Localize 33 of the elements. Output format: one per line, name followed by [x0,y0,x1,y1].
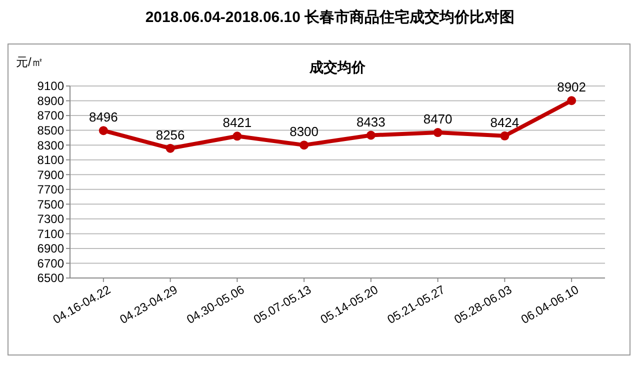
y-tick-label: 8700 [37,108,64,123]
y-tick-label: 9100 [37,79,64,94]
y-tick-label: 6500 [37,271,64,286]
y-tick-label: 6700 [37,256,64,270]
point [98,126,108,136]
y-tick-label: 8500 [37,124,64,138]
point [433,128,442,138]
y-tick-label: 7500 [37,197,64,212]
data-label: 8256 [156,127,185,142]
point [232,132,242,141]
y-tick-label: 7300 [37,212,64,226]
data-label: 8421 [222,115,252,130]
chart-subtitle: 成交均价 [308,59,366,75]
point [366,130,376,140]
y-tick-label: 7900 [37,168,64,182]
point [166,144,175,153]
data-label: 8496 [88,110,118,125]
y-tick-label: 8300 [37,138,64,152]
data-label: 8470 [423,112,452,127]
y-tick-label: 7100 [37,226,64,241]
y-tick-label: 8900 [37,94,64,108]
y-axis-title: 元/㎡ [16,55,44,69]
data-label: 8424 [490,114,520,130]
data-label: 8433 [356,114,386,130]
y-tick-label: 7700 [37,182,64,197]
point [300,140,309,150]
data-label: 8300 [290,124,319,140]
data-label: 8902 [557,80,586,95]
y-tick-label: 8100 [37,153,64,168]
point [567,96,576,106]
chart-title: 2018.06.04-2018.06.10 长春市商品住宅成交均价比对图 [145,8,515,26]
y-tick-label: 6900 [37,242,64,256]
point [500,131,510,140]
